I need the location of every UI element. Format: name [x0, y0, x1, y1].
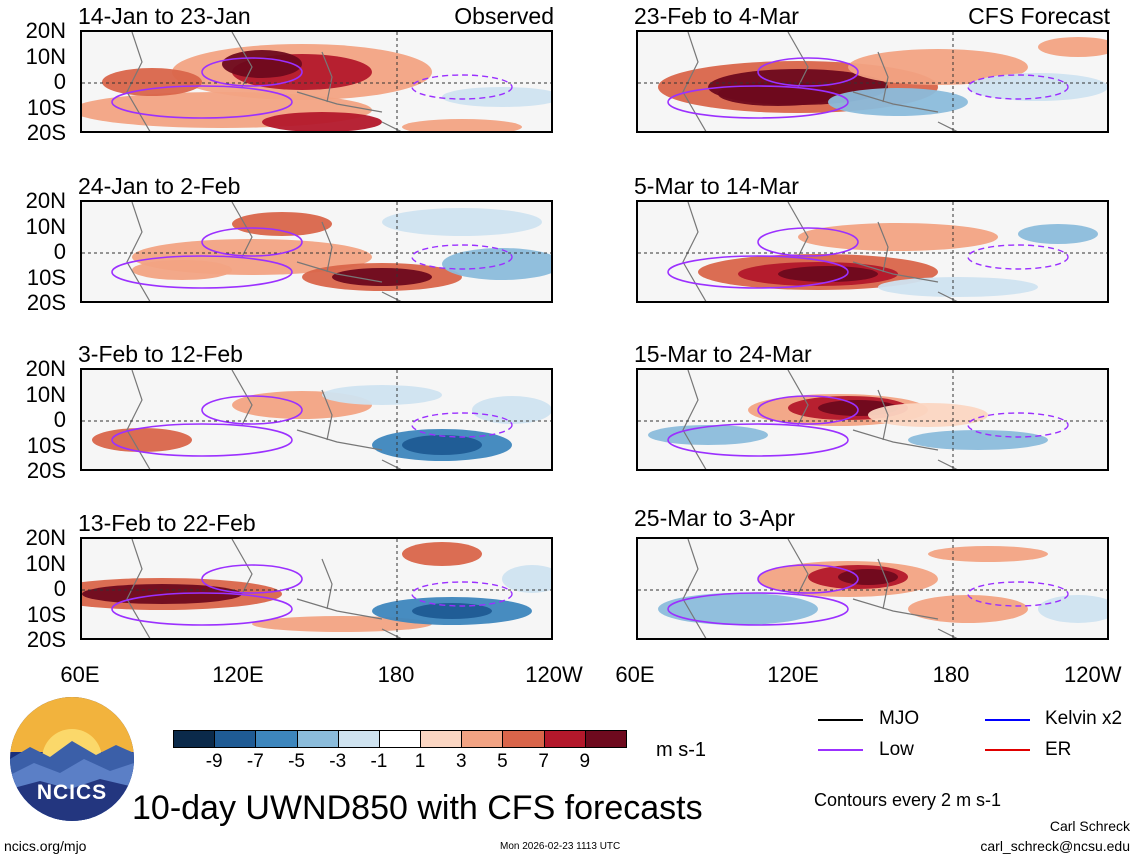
colorbar-swatch	[255, 730, 298, 748]
panel-title-4: 13-Feb to 22-Feb	[78, 510, 256, 536]
author-name: Carl Schreck	[1049, 818, 1130, 834]
colorbar-tick-label: -3	[329, 751, 347, 772]
lon-label: 120W	[1064, 662, 1122, 687]
lon-label: 120E	[212, 662, 264, 687]
lat-label: 10N	[25, 44, 66, 69]
colorbar-swatch	[461, 730, 504, 748]
main-title: 10-day UWND850 with CFS forecasts	[132, 789, 703, 827]
colorbar-swatch	[420, 730, 463, 748]
colorbar-tick-label: -5	[288, 751, 305, 772]
contours-note: Contours every 2 m s-1	[814, 790, 1002, 810]
logo-text: NCICS	[36, 781, 108, 804]
map-panel-obs-3	[80, 368, 553, 471]
lat-label: 20N	[25, 356, 66, 381]
lat-label: 10N	[25, 214, 66, 239]
kelvin-legend-label: Kelvin x2	[1045, 708, 1123, 729]
low-legend-label: Low	[879, 739, 914, 760]
colorbar-swatch	[502, 730, 545, 748]
map-panel-fcst-2	[636, 200, 1109, 303]
forecast-label: CFS Forecast	[968, 3, 1110, 29]
colorbar-swatch	[584, 730, 627, 748]
ncics-logo: NCICS	[10, 697, 134, 821]
panel-title-3: 3-Feb to 12-Feb	[78, 341, 243, 367]
lon-label: 120E	[767, 662, 819, 687]
er-legend-line	[985, 749, 1030, 751]
colorbar-tick-label: -7	[246, 751, 264, 772]
observed-label: Observed	[454, 3, 554, 29]
author-email[interactable]: carl_schreck@ncsu.edu	[980, 838, 1130, 854]
map-field	[638, 202, 1107, 301]
er-legend-label: ER	[1045, 739, 1072, 760]
lon-label: 120W	[525, 662, 583, 687]
lat-label: 20S	[26, 120, 66, 145]
colorbar-swatch	[173, 730, 216, 748]
lat-label: 10N	[25, 382, 66, 407]
lon-label: 60E	[60, 662, 100, 687]
colorbar-swatch	[378, 730, 422, 748]
panel-title-1: 14-Jan to 23-Jan	[78, 3, 251, 29]
lat-label: 10S	[26, 95, 66, 120]
colorbar-tick-label: 1	[414, 751, 426, 772]
mjo-legend-label: MJO	[879, 708, 920, 729]
lat-label: 10S	[26, 602, 66, 627]
panel-title-2: 24-Jan to 2-Feb	[78, 173, 241, 199]
lat-label: 0	[53, 69, 66, 94]
lat-label: 20S	[26, 458, 66, 483]
lat-label: 20N	[25, 525, 66, 550]
colorbar-tick-label: 5	[497, 751, 508, 772]
map-panel-obs-4	[80, 537, 553, 640]
lon-label: 180	[932, 662, 970, 687]
lon-label: 60E	[615, 662, 655, 687]
map-field	[638, 32, 1107, 131]
low-legend-line	[818, 749, 863, 751]
map-field	[638, 539, 1107, 638]
map-field	[638, 370, 1107, 469]
map-field	[82, 202, 551, 301]
map-panel-obs-2	[80, 200, 553, 303]
colorbar-swatch	[214, 730, 257, 748]
map-panel-fcst-1	[636, 30, 1109, 133]
colorbar-swatch	[296, 730, 339, 748]
colorbar-tick-label: -1	[370, 751, 388, 772]
panel-title-7: 15-Mar to 24-Mar	[634, 341, 812, 367]
colorbar-swatch	[337, 730, 380, 748]
colorbar-tick-label: -9	[205, 751, 223, 772]
panel-title-5: 23-Feb to 4-Mar	[634, 3, 799, 29]
lat-label: 20S	[26, 627, 66, 652]
lat-label: 10S	[26, 433, 66, 458]
colorbar-tick-label: 9	[579, 751, 591, 772]
colorbar-units: m s-1	[656, 739, 706, 761]
lat-label: 0	[53, 576, 66, 601]
mjo-legend-line	[818, 719, 863, 721]
website-link[interactable]: ncics.org/mjo	[4, 838, 87, 854]
lat-label: 20N	[25, 188, 66, 213]
colorbar-tick-label: 7	[538, 751, 549, 772]
map-field	[82, 539, 551, 638]
colorbar-swatch	[543, 730, 586, 748]
lat-label: 0	[53, 239, 66, 264]
map-panel-obs-1	[80, 30, 553, 133]
lat-label: 10N	[25, 551, 66, 576]
lon-label: 180	[377, 662, 415, 687]
map-field	[82, 32, 551, 131]
lat-label: 20N	[25, 18, 66, 43]
colorbar-tick-label: 3	[455, 751, 467, 772]
map-panel-fcst-3	[636, 368, 1109, 471]
panel-title-8: 25-Mar to 3-Apr	[634, 505, 796, 531]
lat-label: 0	[53, 407, 66, 432]
kelvin-legend-line	[985, 719, 1030, 721]
timestamp: Mon 2026-02-23 1113 UTC	[500, 841, 621, 852]
panel-title-6: 5-Mar to 14-Mar	[634, 173, 799, 199]
map-panel-fcst-4	[636, 537, 1109, 640]
lat-label: 20S	[26, 290, 66, 315]
lat-label: 10S	[26, 265, 66, 290]
map-field	[82, 370, 551, 469]
colorbar	[173, 730, 627, 748]
